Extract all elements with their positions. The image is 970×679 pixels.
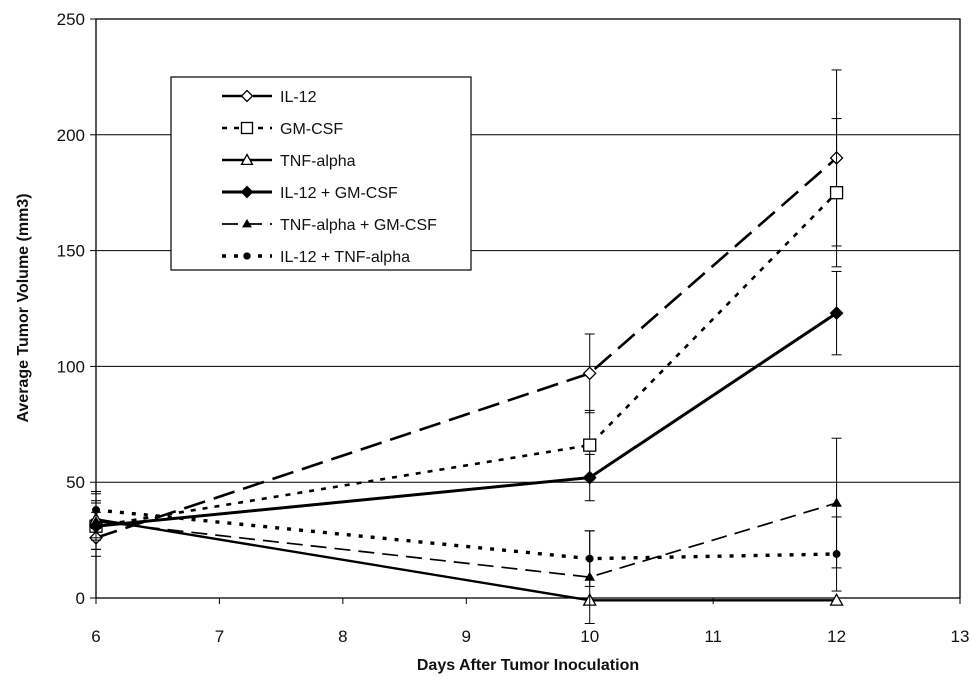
legend-label: TNF-alpha (280, 153, 356, 170)
y-tick-label: 0 (76, 589, 85, 608)
y-tick-label: 250 (57, 10, 85, 29)
x-tick-label: 6 (91, 627, 100, 646)
triangle-marker (242, 218, 252, 228)
legend-item: TNF-alpha (222, 153, 356, 170)
x-tick-label: 7 (215, 627, 224, 646)
diamond-marker (582, 470, 597, 485)
legend-item: IL-12 + TNF-alpha (222, 249, 410, 266)
series-line (95, 508, 837, 561)
series-line (95, 518, 837, 602)
x-tick-label: 10 (580, 627, 599, 646)
legend-items: IL-12 GM-CSF TNF-alpha IL-12 + GM-CSF TNF-al… (222, 89, 437, 266)
triangle-marker (240, 153, 254, 166)
legend-label: IL-12 (280, 89, 317, 106)
circle-marker (832, 550, 841, 558)
diamond-marker (240, 185, 254, 199)
y-tick-label: 150 (57, 242, 85, 261)
y-tick-label: 200 (57, 126, 85, 145)
series-line (95, 156, 838, 540)
y-axis-title: Average Tumor Volume (mm3) (15, 193, 32, 422)
diamond-marker (829, 306, 844, 321)
circle-marker (243, 252, 251, 260)
series-6 (91, 490, 842, 592)
legend-label: GM-CSF (280, 121, 343, 138)
legend-item: GM-CSF (222, 121, 343, 138)
series-line (95, 311, 838, 528)
diamond-marker (582, 366, 597, 381)
square-marker (240, 121, 254, 135)
y-tick-label: 100 (57, 357, 85, 376)
x-tick-label: 13 (951, 627, 970, 646)
legend-item: TNF-alpha + GM-CSF (222, 217, 437, 234)
triangle-marker (829, 592, 844, 606)
x-tick-label: 12 (827, 627, 846, 646)
legend-label: TNF-alpha + GM-CSF (280, 217, 437, 234)
legend-item: IL-12 (222, 89, 317, 106)
plot-frame (95, 18, 961, 599)
series-4 (89, 270, 844, 541)
legend-label: IL-12 + GM-CSF (280, 185, 398, 202)
circle-marker (585, 554, 594, 563)
legend-item: IL-12 + GM-CSF (222, 185, 398, 202)
x-tick-label: 11 (704, 627, 722, 646)
legend-label: IL-12 + TNF-alpha (280, 249, 410, 266)
square-marker (583, 438, 597, 452)
diamond-marker (240, 89, 254, 103)
series-group (88, 69, 844, 624)
x-tick-label: 8 (338, 627, 347, 646)
legend-box (170, 76, 472, 271)
triangle-marker (831, 497, 842, 507)
y-tick-label: 50 (66, 473, 85, 492)
circle-marker (92, 506, 100, 514)
x-axis-title: Days After Tumor Inoculation (417, 657, 639, 674)
legend: IL-12 GM-CSF TNF-alpha IL-12 + GM-CSF TNF-al… (170, 76, 472, 271)
series-line (95, 191, 838, 528)
square-marker (829, 186, 844, 200)
y-axis: 0 50 100 150 200 250 (57, 10, 96, 608)
x-tick-label: 9 (462, 627, 471, 646)
